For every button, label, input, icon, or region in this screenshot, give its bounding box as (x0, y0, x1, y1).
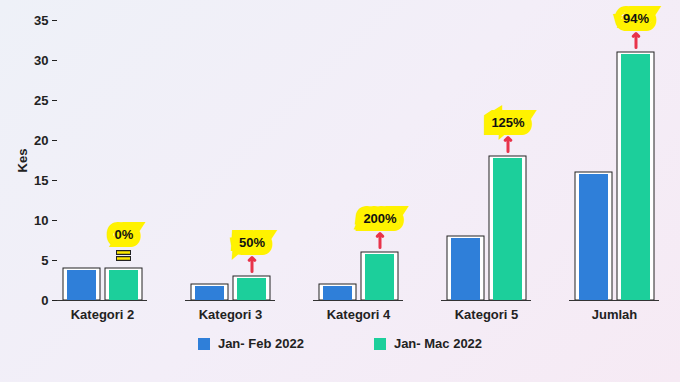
svg-text:35: 35 (34, 13, 48, 28)
svg-text:Kategori 5: Kategori 5 (455, 307, 519, 322)
svg-text:15: 15 (34, 173, 48, 188)
svg-text:0: 0 (41, 293, 48, 308)
svg-text:0%: 0% (115, 227, 134, 242)
html-text:Jan- Feb 2022: Jan- Feb 2022 (217, 336, 304, 351)
svg-text:Kategori 4: Kategori 4 (327, 307, 391, 322)
svg-text:30: 30 (34, 53, 48, 68)
svg-text:10: 10 (34, 213, 48, 228)
svg-text:200%: 200% (363, 211, 397, 226)
svg-text:25: 25 (34, 93, 48, 108)
svg-text:5: 5 (41, 253, 48, 268)
svg-text:Jumlah: Jumlah (592, 307, 638, 322)
html-text:Jan- Mac 2022: Jan- Mac 2022 (393, 336, 483, 351)
svg-text:Kategori 2: Kategori 2 (71, 307, 135, 322)
svg-text:94%: 94% (623, 11, 649, 26)
svg-text:125%: 125% (491, 115, 525, 130)
svg-text:Kategori 3: Kategori 3 (199, 307, 263, 322)
svg-text:Kes: Kes (15, 149, 30, 173)
svg-text:50%: 50% (239, 235, 265, 250)
svg-text:20: 20 (34, 133, 48, 148)
